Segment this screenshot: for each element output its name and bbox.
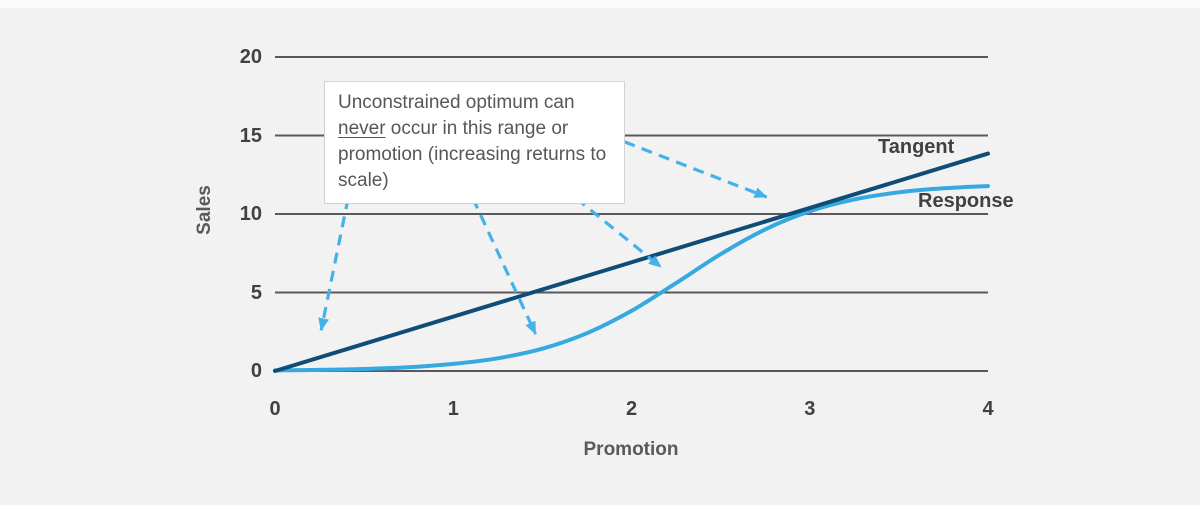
y-tick-label-10: 10 — [239, 203, 262, 225]
annotation-arrow-4 — [623, 140, 768, 199]
annotation-arrow-1 — [318, 197, 350, 332]
x-tick-label-4: 4 — [982, 398, 994, 420]
y-tick-label-15: 15 — [239, 124, 262, 147]
x-tick-label-3: 3 — [804, 398, 816, 420]
x-tick-label-0: 0 — [269, 398, 281, 420]
tangent-line — [273, 151, 990, 373]
y-tick-label-0: 0 — [250, 360, 262, 382]
annotation-underlined-word: never — [338, 118, 386, 139]
series-label-response: Response — [918, 190, 1014, 212]
response-curve — [273, 184, 990, 373]
annotation-text-after: occur in this range or promotion (increa… — [338, 118, 607, 191]
x-tick-label-2: 2 — [625, 398, 638, 420]
x-axis-title: Promotion — [583, 439, 679, 460]
y-tick-label-5: 5 — [250, 281, 262, 304]
annotation-arrow-3 — [575, 197, 662, 269]
series-label-tangent: Tangent — [878, 136, 955, 158]
annotation-callout-box: Unconstrained optimum can never occur in… — [324, 81, 625, 204]
y-tick-label-20: 20 — [239, 46, 262, 68]
annotation-text-before: Unconstrained optimum can — [338, 92, 575, 113]
x-tick-label-1: 1 — [447, 398, 459, 420]
top-edge-highlight — [0, 0, 1200, 8]
annotation-arrow-2 — [471, 197, 537, 335]
